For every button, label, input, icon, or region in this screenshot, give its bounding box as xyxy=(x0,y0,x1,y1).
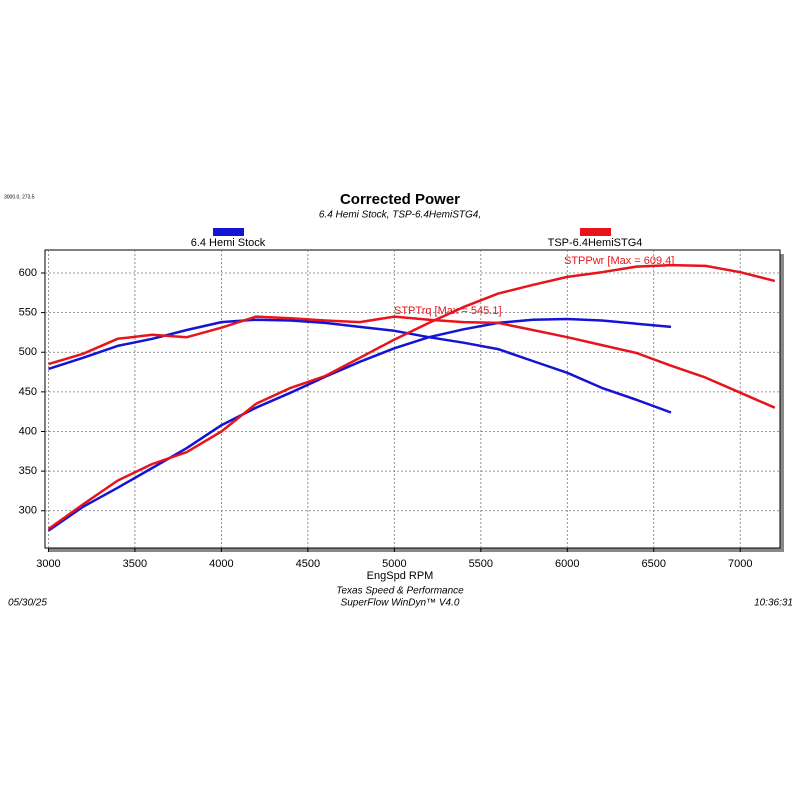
x-tick-label: 4000 xyxy=(209,558,233,570)
x-axis-label: EngSpd RPM xyxy=(367,570,434,582)
footer-line: SuperFlow WinDyn™ V4.0 xyxy=(341,598,460,609)
y-tick-label: 400 xyxy=(19,425,37,437)
x-tick-label: 7000 xyxy=(728,558,752,570)
line-torque xyxy=(48,318,672,414)
x-tick-label: 6500 xyxy=(642,558,666,570)
y-tick-label: 350 xyxy=(19,465,37,477)
cursor-label: 3000.0, 273.5 xyxy=(4,194,35,200)
line-power xyxy=(47,317,672,532)
date: 05/30/25 xyxy=(8,598,47,609)
footer-line: Texas Speed & Performance xyxy=(336,586,464,597)
x-tick-label: 3000 xyxy=(36,558,60,570)
x-tick-label: 5500 xyxy=(469,558,493,570)
x-tick-label: 4500 xyxy=(296,558,320,570)
annotation: STPPwr [Max = 609.4] xyxy=(564,255,674,267)
chart-subtitle: 6.4 Hemi Stock, TSP-6.4HemiSTG4, xyxy=(319,210,481,221)
legend-swatch xyxy=(213,228,244,236)
annotation: STPTrq [Max = 545.1] xyxy=(394,305,502,317)
y-tick-label: 300 xyxy=(19,505,37,517)
line-torque xyxy=(48,315,776,409)
line-power xyxy=(47,263,776,531)
x-tick-label: 5000 xyxy=(382,558,406,570)
x-tick-label: 3500 xyxy=(123,558,147,570)
y-tick-label: 550 xyxy=(19,307,37,319)
legend-label: 6.4 Hemi Stock xyxy=(191,237,266,249)
y-tick-label: 600 xyxy=(19,267,37,279)
chart-title: Corrected Power xyxy=(340,191,460,208)
y-tick-label: 500 xyxy=(19,346,37,358)
legend-swatch xyxy=(580,228,611,236)
y-tick-label: 450 xyxy=(19,386,37,398)
plot-area xyxy=(44,249,781,549)
time: 10:36:31 xyxy=(754,598,793,609)
x-tick-label: 6000 xyxy=(555,558,579,570)
legend-label: TSP-6.4HemiSTG4 xyxy=(548,237,643,249)
